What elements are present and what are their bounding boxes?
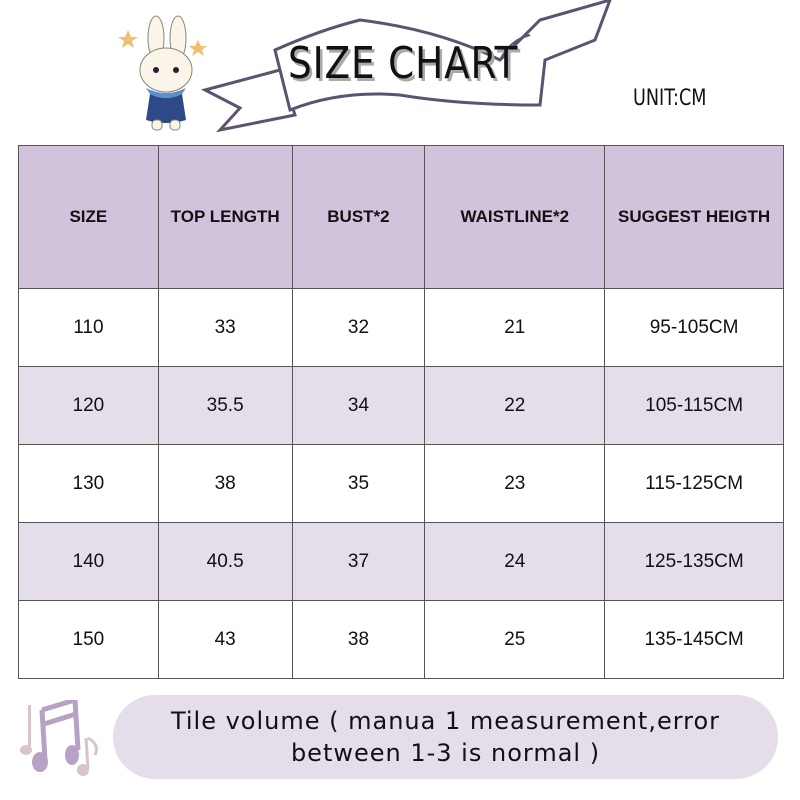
table-row: 150 43 38 25 135-145CM — [18, 600, 784, 679]
table-cell: 125-135CM — [604, 522, 784, 601]
column-header: SIZE — [18, 145, 159, 289]
table-cell: 150 — [18, 600, 159, 679]
table-cell: 37 — [291, 522, 426, 601]
table-cell: 23 — [424, 444, 606, 523]
music-notes-icon — [20, 700, 98, 776]
table-cell: 35 — [291, 444, 426, 523]
table-row: 130 38 35 23 115-125CM — [18, 444, 784, 523]
measurement-note: Tile volume ( manua 1 measurement,error … — [113, 695, 778, 779]
size-table: SIZE TOP LENGTH BUST*2 WAISTLINE*2 SUGGE… — [18, 145, 784, 679]
table-cell: 38 — [157, 444, 293, 523]
note-line-1: Tile volume ( manua 1 measurement,error — [170, 707, 721, 735]
page-title: SIZE CHART — [288, 38, 519, 89]
ribbon-banner — [200, 0, 612, 133]
table-row: 140 40.5 37 24 125-135CM — [18, 522, 784, 601]
table-cell: 32 — [291, 288, 426, 367]
table-cell: 140 — [18, 522, 159, 601]
table-cell: 25 — [424, 600, 606, 679]
table-header-row: SIZE TOP LENGTH BUST*2 WAISTLINE*2 SUGGE… — [18, 145, 784, 289]
note-line-2: between 1-3 is normal ) — [290, 739, 601, 767]
table-cell: 21 — [424, 288, 606, 367]
column-header: SUGGEST HEIGTH — [604, 145, 784, 289]
table-row: 110 33 32 21 95-105CM — [18, 288, 784, 367]
table-cell: 43 — [157, 600, 293, 679]
table-cell: 105-115CM — [604, 366, 784, 445]
unit-label: UNIT:CM — [633, 86, 707, 111]
table-cell: 40.5 — [157, 522, 293, 601]
bunny-illustration — [118, 15, 207, 131]
table-row: 120 35.5 34 22 105-115CM — [18, 366, 784, 445]
table-cell: 22 — [424, 366, 606, 445]
column-header: TOP LENGTH — [157, 145, 293, 289]
column-header: BUST*2 — [291, 145, 426, 289]
column-header: WAISTLINE*2 — [424, 145, 606, 289]
table-cell: 120 — [18, 366, 159, 445]
table-cell: 110 — [18, 288, 159, 367]
table-cell: 24 — [424, 522, 606, 601]
table-cell: 35.5 — [157, 366, 293, 445]
table-cell: 38 — [291, 600, 426, 679]
table-cell: 130 — [18, 444, 159, 523]
table-cell: 33 — [157, 288, 293, 367]
table-cell: 95-105CM — [604, 288, 784, 367]
table-cell: 135-145CM — [604, 600, 784, 679]
table-cell: 115-125CM — [604, 444, 784, 523]
table-cell: 34 — [291, 366, 426, 445]
